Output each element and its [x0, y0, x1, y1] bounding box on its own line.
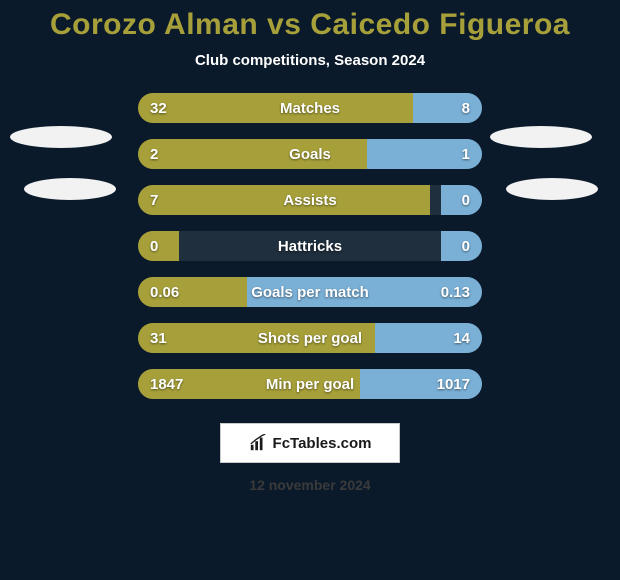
- stat-row: 70Assists: [138, 185, 482, 215]
- bars-icon: [249, 434, 267, 452]
- stat-label: Shots per goal: [138, 323, 482, 353]
- page-subtitle: Club competitions, Season 2024: [0, 52, 620, 69]
- stat-row: 21Goals: [138, 139, 482, 169]
- date-text: 12 november 2024: [0, 477, 620, 493]
- stat-label: Hattricks: [138, 231, 482, 261]
- stat-label: Assists: [138, 185, 482, 215]
- stats-container: 328Matches 21Goals 70Assists 00Hattricks 0.0…: [138, 93, 482, 399]
- stat-row: 3114Shots per goal: [138, 323, 482, 353]
- stat-label: Goals: [138, 139, 482, 169]
- stat-label: Goals per match: [138, 277, 482, 307]
- stat-row: 0.060.13Goals per match: [138, 277, 482, 307]
- stat-row: 328Matches: [138, 93, 482, 123]
- stat-row: 00Hattricks: [138, 231, 482, 261]
- stat-label: Matches: [138, 93, 482, 123]
- stat-row: 18471017Min per goal: [138, 369, 482, 399]
- watermark-badge: FcTables.com: [220, 423, 400, 463]
- placeholder-ellipse: [10, 126, 112, 148]
- placeholder-ellipse: [506, 178, 598, 200]
- watermark-text: FcTables.com: [273, 435, 372, 452]
- stat-label: Min per goal: [138, 369, 482, 399]
- placeholder-ellipse: [24, 178, 116, 200]
- placeholder-ellipse: [490, 126, 592, 148]
- page-title: Corozo Alman vs Caicedo Figueroa: [0, 0, 620, 42]
